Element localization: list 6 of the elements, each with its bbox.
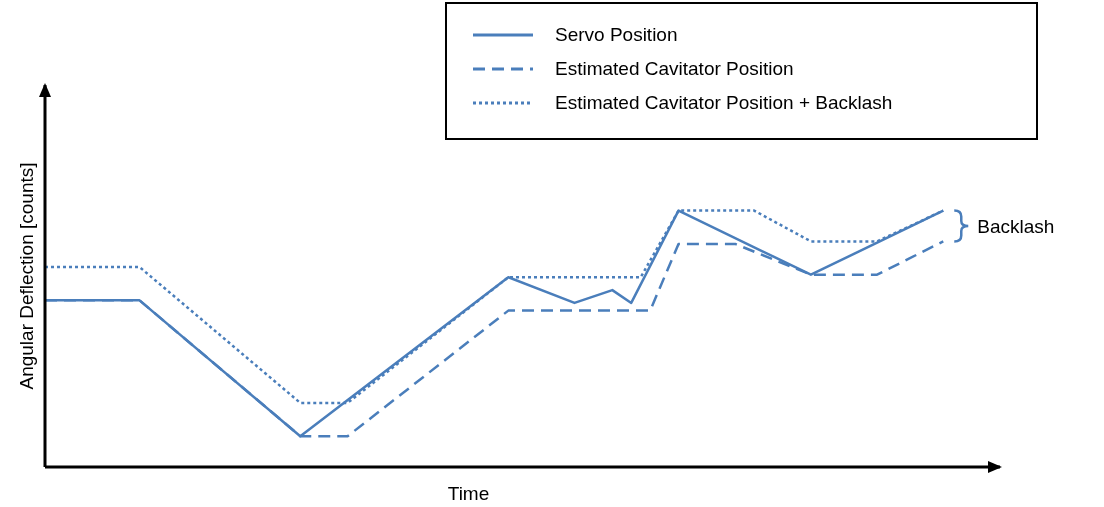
legend-label: Estimated Cavitator Position + Backlash <box>555 92 893 114</box>
y-axis-title: Angular Deflection [counts] <box>15 162 37 390</box>
legend-label: Servo Position <box>555 24 678 46</box>
annotation: Backlash <box>977 216 1055 238</box>
legend-label: Estimated Cavitator Position <box>555 58 794 80</box>
x-axis-title: Time <box>447 483 490 504</box>
